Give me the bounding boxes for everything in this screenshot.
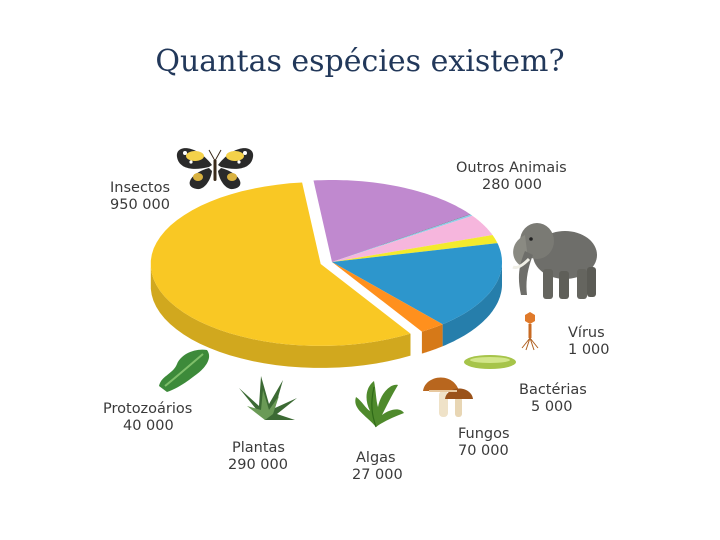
- label-virus: Vírus 1 000: [568, 325, 610, 359]
- label-plantas: Plantas 290 000: [228, 440, 288, 474]
- pie-slice-plantas: [332, 243, 502, 325]
- pie-slice-bact-rias: [332, 214, 473, 262]
- label-algas-value: 27 000: [352, 467, 403, 483]
- label-protozoarios-value: 40 000: [123, 418, 174, 434]
- pie-slice-outros-animais: [313, 180, 471, 262]
- label-plantas-value: 290 000: [228, 457, 288, 473]
- label-outros-animais: Outros Animais 280 000: [456, 160, 567, 194]
- label-protozoarios-name: Protozoários: [103, 401, 193, 417]
- label-algas-name: Algas: [356, 450, 396, 466]
- label-virus-name: Vírus: [568, 325, 605, 341]
- label-virus-value: 1 000: [568, 342, 610, 358]
- plant-icon: [239, 376, 297, 420]
- label-plantas-name: Plantas: [232, 440, 285, 456]
- label-outros-animais-value: 280 000: [482, 177, 542, 193]
- pie-slice-fungos: [332, 215, 493, 262]
- protozoan-icon: [159, 349, 210, 392]
- elephant-icon: [512, 223, 597, 299]
- butterfly-icon: [176, 148, 254, 190]
- pie-side-insectos: [150, 266, 411, 368]
- seaweed-icon: [355, 381, 404, 428]
- label-insectos: Insectos 950 000: [110, 180, 170, 214]
- mushroom-icon: [423, 377, 473, 417]
- pie-slice-v-rus: [332, 214, 471, 262]
- pie-side-protozo-rios: [421, 324, 443, 354]
- label-fungos: Fungos 70 000: [458, 426, 510, 460]
- bacterium-icon: [464, 355, 516, 369]
- label-bacterias-value: 5 000: [531, 399, 573, 415]
- label-protozoarios: Protozoários 40 000: [103, 401, 192, 435]
- label-insectos-name: Insectos: [110, 180, 171, 196]
- pie-3d-group: [150, 180, 502, 368]
- pie-side-plantas: [442, 261, 502, 347]
- label-fungos-name: Fungos: [458, 426, 510, 442]
- label-fungos-value: 70 000: [458, 443, 509, 459]
- virus-icon: [521, 312, 539, 351]
- label-bacterias: Bactérias 5 000: [519, 382, 587, 416]
- pie-slice-algas: [332, 235, 498, 262]
- label-outros-animais-name: Outros Animais: [456, 160, 567, 176]
- slide-title: Quantas espécies existem?: [155, 44, 565, 79]
- label-insectos-value: 950 000: [110, 197, 170, 213]
- label-algas: Algas 27 000: [352, 450, 403, 484]
- label-bacterias-name: Bactérias: [519, 382, 587, 398]
- pie-slice-protozo-rios: [332, 262, 443, 332]
- pie-slice-insectos: [150, 182, 411, 346]
